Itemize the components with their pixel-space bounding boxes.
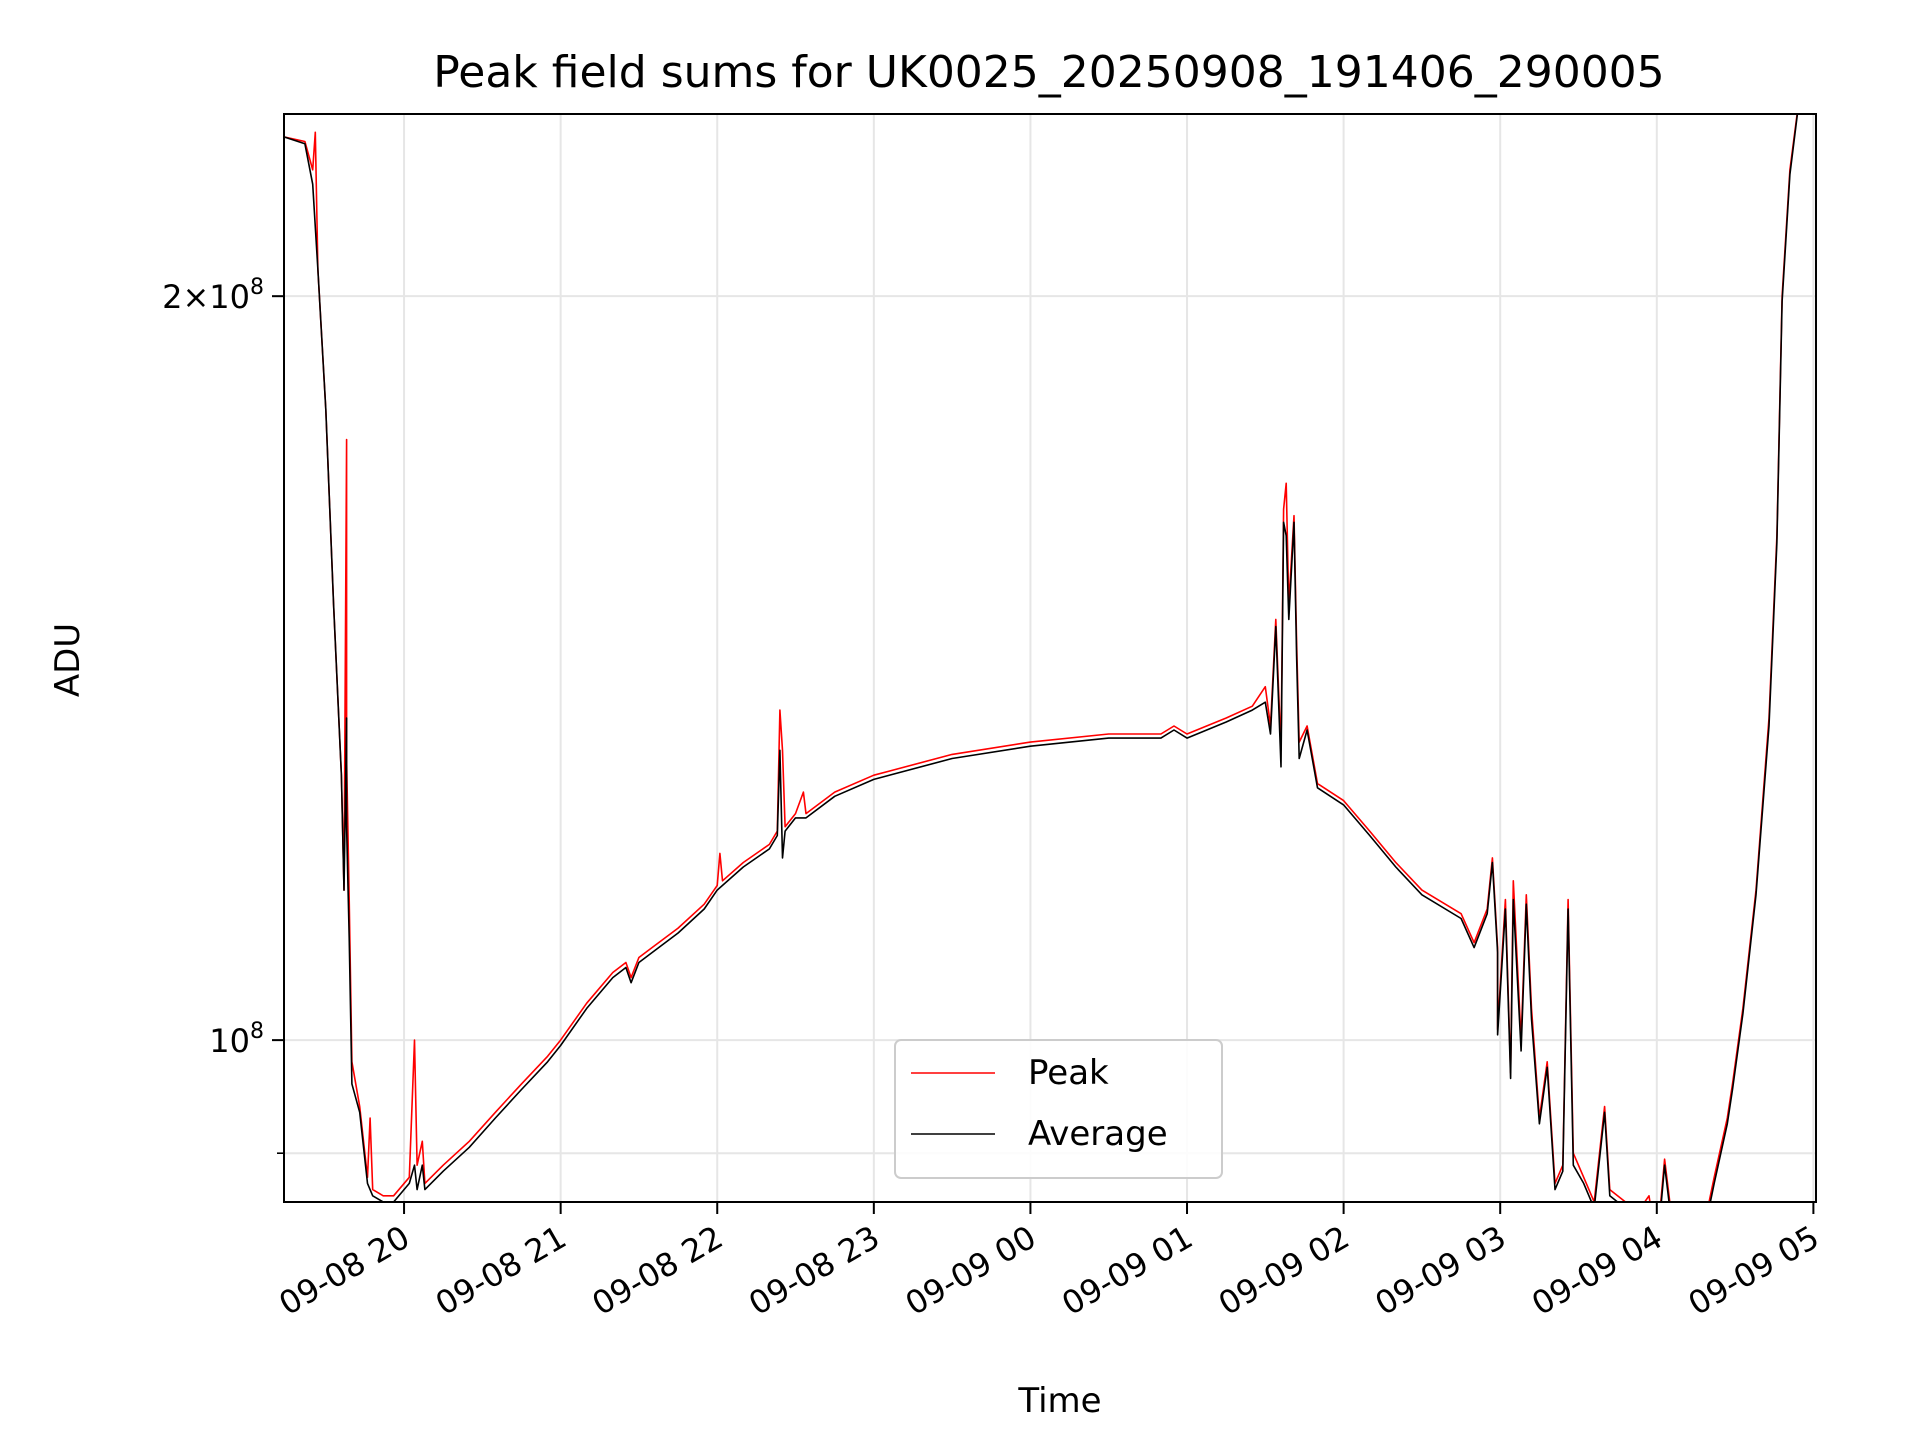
- y-tick-label: 2×108: [162, 275, 264, 316]
- legend-label-average: Average: [1028, 1114, 1168, 1154]
- plot-area-frame: [283, 113, 1817, 1203]
- y-axis-label: ADU: [48, 623, 88, 697]
- series-line-peak: [284, 114, 1798, 1202]
- y-tick-label: 108: [209, 1019, 264, 1060]
- x-axis-label: Time: [1017, 1381, 1101, 1421]
- legend-label-peak: Peak: [1028, 1053, 1109, 1093]
- series-line-average: [284, 114, 1799, 1202]
- plot-lines: [284, 114, 1799, 1202]
- legend-box: [894, 1039, 1223, 1179]
- chart-title: Peak field sums for UK0025_20250908_1914…: [433, 47, 1664, 98]
- legend: Peak Average: [894, 1039, 1223, 1179]
- y-axis: 2×108 108: [162, 275, 284, 1155]
